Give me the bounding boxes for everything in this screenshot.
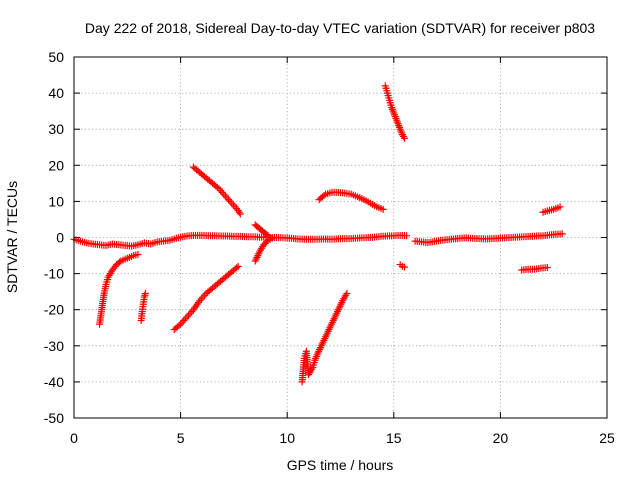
data-series-10 — [381, 82, 408, 142]
data-point — [400, 263, 408, 271]
data-series-12 — [518, 263, 551, 274]
y-tick-label: -20 — [44, 302, 64, 318]
data-series-5 — [189, 163, 244, 218]
data-points — [70, 82, 566, 386]
data-series-11 — [396, 261, 408, 271]
plot-frame — [73, 56, 608, 419]
data-series-0 — [70, 231, 411, 250]
y-tick-label: 10 — [48, 193, 64, 209]
data-series-7 — [251, 221, 272, 240]
y-tick-label: -50 — [44, 410, 64, 426]
y-tick-labels: -50 -40 -30 -20 -10 0 10 20 30 40 50 — [44, 49, 64, 426]
data-point — [178, 318, 186, 326]
data-series-13 — [539, 203, 564, 216]
data-point — [556, 203, 564, 211]
data-point — [225, 196, 233, 204]
data-point — [233, 264, 241, 272]
data-point — [218, 188, 226, 196]
y-tick-label: 20 — [48, 157, 64, 173]
x-tick-label: 25 — [599, 430, 615, 446]
x-axis-label: GPS time / hours — [287, 457, 394, 473]
x-tick-labels: 0 5 10 15 20 25 — [70, 430, 615, 446]
data-point — [403, 232, 411, 240]
x-tick-label: 5 — [177, 430, 185, 446]
data-point — [185, 311, 193, 319]
data-point — [263, 230, 271, 238]
data-point — [226, 197, 234, 205]
data-point — [558, 230, 566, 238]
data-series-2 — [96, 250, 142, 328]
y-tick-label: -30 — [44, 338, 64, 354]
data-point — [543, 263, 551, 271]
data-point — [223, 194, 231, 202]
data-point — [231, 203, 239, 211]
data-point — [201, 291, 209, 299]
data-point — [400, 134, 408, 142]
data-point — [183, 313, 191, 321]
data-series-3 — [137, 289, 149, 325]
data-point — [379, 205, 387, 213]
data-series-6 — [251, 234, 276, 265]
y-tick-label: 40 — [48, 85, 64, 101]
data-point — [180, 317, 188, 325]
x-tick-label: 0 — [70, 430, 78, 446]
y-tick-label: -40 — [44, 374, 64, 390]
y-tick-label: 50 — [48, 49, 64, 65]
data-point — [115, 258, 123, 266]
data-point — [186, 309, 194, 317]
data-point — [141, 289, 149, 297]
data-point — [134, 250, 142, 258]
data-point — [236, 210, 244, 218]
y-tick-label: 0 — [56, 230, 64, 246]
data-point — [264, 232, 272, 240]
data-point — [213, 183, 221, 191]
data-point — [234, 262, 242, 270]
data-point — [343, 289, 351, 297]
data-point — [220, 190, 228, 198]
data-point — [263, 238, 271, 246]
data-point — [199, 293, 207, 301]
y-axis-label: SDTVAR / TECUs — [4, 181, 20, 293]
data-series-4 — [170, 262, 242, 334]
data-point — [217, 187, 225, 195]
data-series-1 — [411, 230, 566, 247]
data-point — [228, 199, 236, 207]
data-point — [229, 201, 237, 209]
data-point — [181, 315, 189, 323]
data-point — [175, 321, 183, 329]
data-point — [221, 192, 229, 200]
x-tick-label: 15 — [386, 430, 402, 446]
data-series-9 — [315, 188, 387, 213]
y-tick-label: -10 — [44, 266, 64, 282]
y-tick-label: 30 — [48, 121, 64, 137]
data-point — [268, 234, 276, 242]
x-tick-label: 20 — [493, 430, 509, 446]
x-tick-label: 10 — [279, 430, 295, 446]
data-series-8 — [298, 289, 351, 386]
chart-title: Day 222 of 2018, Sidereal Day-to-day VTE… — [85, 20, 595, 36]
data-point — [320, 192, 328, 200]
